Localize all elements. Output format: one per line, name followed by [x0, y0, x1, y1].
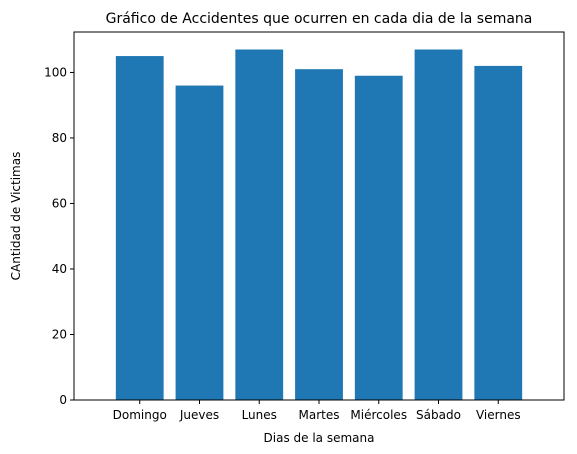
x-axis-label: Dias de la semana: [264, 431, 375, 445]
chart-title: Gráfico de Accidentes que ocurren en cad…: [106, 11, 533, 27]
x-tick-label: Miércoles: [350, 408, 407, 422]
bar-viernes: [474, 65, 523, 401]
y-axis-ticks: 0 20 40 60 80 100: [44, 65, 74, 407]
bar-jueves: [175, 85, 224, 401]
x-tick-label: Sábado: [416, 408, 461, 422]
x-tick-label: Lunes: [242, 408, 277, 422]
plot-frame: [73, 31, 565, 401]
y-tick-label: 60: [52, 196, 67, 210]
y-tick-label: 100: [44, 65, 67, 79]
y-tick-label: 0: [59, 393, 67, 407]
y-tick-label: 40: [52, 262, 67, 276]
y-tick-label: 80: [52, 131, 67, 145]
x-tick-label: Viernes: [476, 408, 521, 422]
x-axis-ticks: Domingo Jueves Lunes Martes Miércoles Sábado V…: [113, 400, 521, 422]
bar-sábado: [414, 49, 463, 401]
bar-martes: [295, 69, 343, 401]
bar-lunes: [235, 49, 284, 401]
x-tick-label: Jueves: [179, 408, 219, 422]
bar-miércoles: [354, 75, 403, 400]
y-tick-label: 20: [52, 327, 67, 341]
bar-domingo: [115, 56, 164, 400]
y-axis-label: CAntidad de Victimas: [9, 152, 23, 281]
x-tick-label: Domingo: [113, 408, 167, 422]
bar-group: [115, 49, 523, 401]
x-tick-label: Martes: [299, 408, 340, 422]
